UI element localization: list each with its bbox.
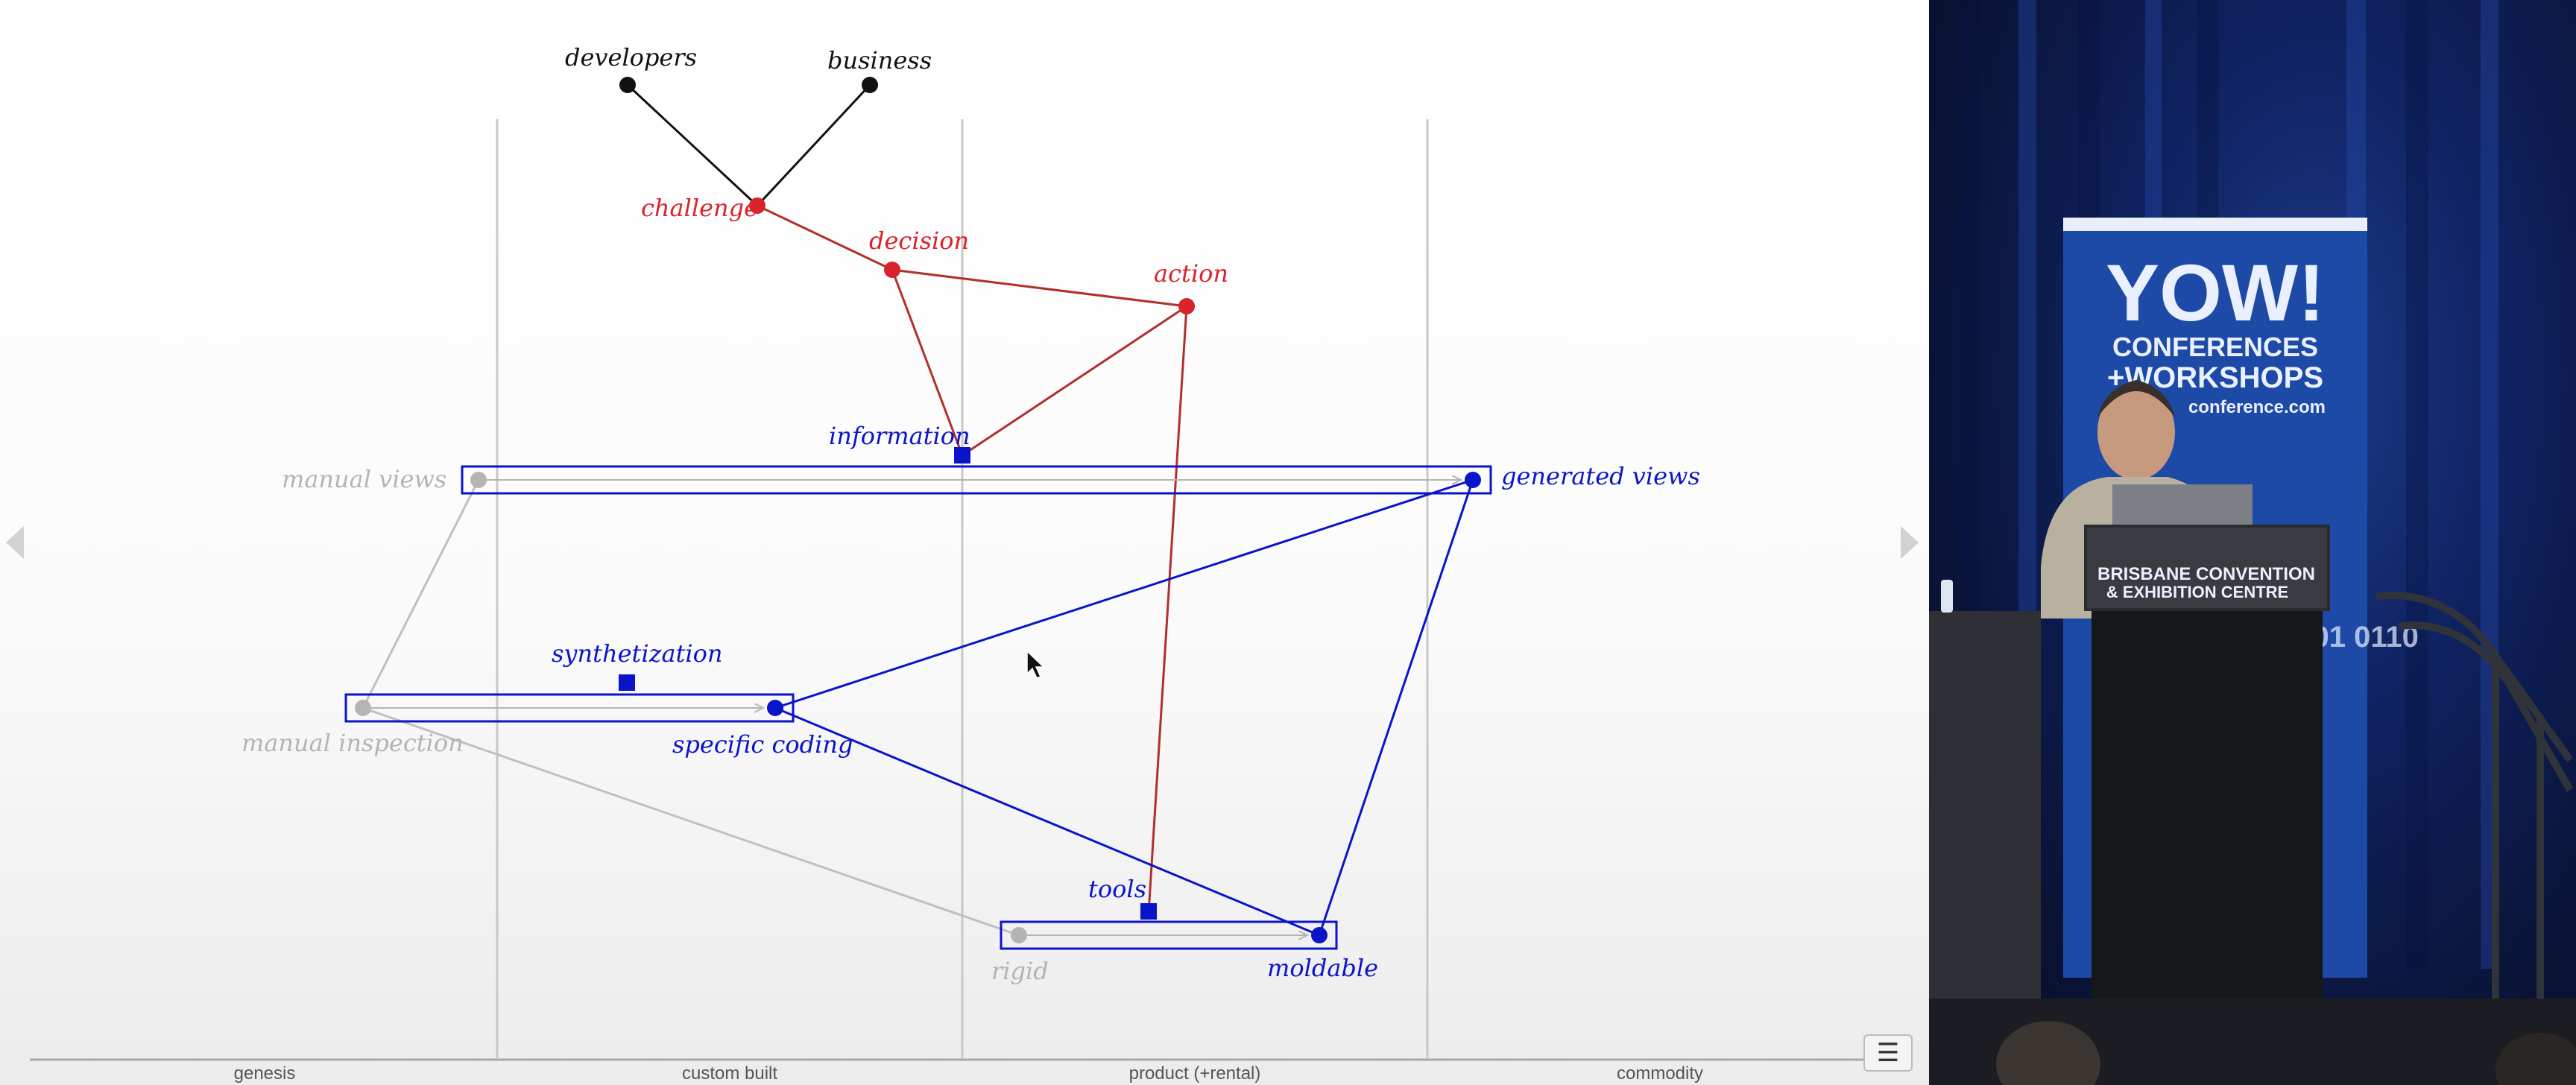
inspection-evolution-box [344,693,795,723]
wardley-map: developers business challenge decision a… [6,43,1919,1084]
hamburger-menu-icon: ☰ [1876,1039,1900,1067]
specific-coding-node [767,700,783,716]
evolution-boxes [344,465,1492,950]
information-label: information [829,422,970,450]
manual-views-node [470,472,487,488]
moldable-label: moldable [1267,954,1378,982]
banner-line-1: CONFERENCES [2112,332,2318,362]
podium-line-2: & EXHIBITION CENTRE [2106,583,2288,601]
challenge-node [749,197,765,214]
views-evolution-box [461,465,1492,495]
action-label: action [1154,259,1228,288]
decision-node [884,262,900,278]
mouse-cursor-icon [1026,650,1045,679]
stage-label-product: product (+rental) [1129,1063,1261,1084]
evolution-arrows [370,480,1461,935]
tooling-evolution-box [1000,920,1338,950]
developers-node [619,77,636,93]
tools-label: tools [1088,875,1146,903]
stage-label-genesis: genesis [234,1063,296,1084]
blue-links [774,478,1474,937]
rigid-label: rigid [991,957,1049,985]
stage-label-commodity: commodity [1617,1063,1703,1084]
stage-label-custom-built: custom built [682,1063,777,1084]
stage-separators [496,119,1429,1058]
podium: BRISBANE CONVENTION & EXHIBITION CENTRE [1929,525,2330,1028]
business-node [862,77,878,93]
decision-label: decision [869,227,969,255]
business-label: business [827,46,932,75]
generated-views-node [1465,472,1481,488]
information-node [954,447,970,464]
specific-coding-label: specific coding [672,730,853,759]
synthetization-label: synthetization [552,639,723,668]
generated-views-label: generated views [1501,462,1700,490]
moldable-node [1311,927,1328,943]
tools-node [1140,903,1157,920]
podium-line-1: BRISBANE CONVENTION [2097,564,2315,584]
challenge-label: challenge [641,194,758,222]
manual-inspection-label: manual inspection [242,729,464,757]
video-scene: YOW! CONFERENCES +WORKSHOPS conference.c… [1929,0,2576,1085]
rigid-node [1011,927,1027,943]
banner-logo: YOW! [2106,247,2325,338]
black-links [626,83,871,207]
gray-links [362,479,1020,937]
prev-slide-icon[interactable] [6,526,24,559]
speaker-video: YOW! CONFERENCES +WORKSHOPS conference.c… [1929,0,2576,1085]
synthetization-node [619,674,635,691]
slide: developers business challenge decision a… [0,0,1929,1085]
action-node [1178,298,1195,314]
developers-label: developers [565,43,697,72]
manual-inspection-node [355,700,371,716]
banner-url: conference.com [2188,397,2326,417]
slide-menu-button[interactable]: ☰ [1863,1034,1913,1072]
red-links [757,204,1188,914]
next-slide-icon[interactable] [1901,526,1919,559]
manual-views-label: manual views [282,465,446,493]
